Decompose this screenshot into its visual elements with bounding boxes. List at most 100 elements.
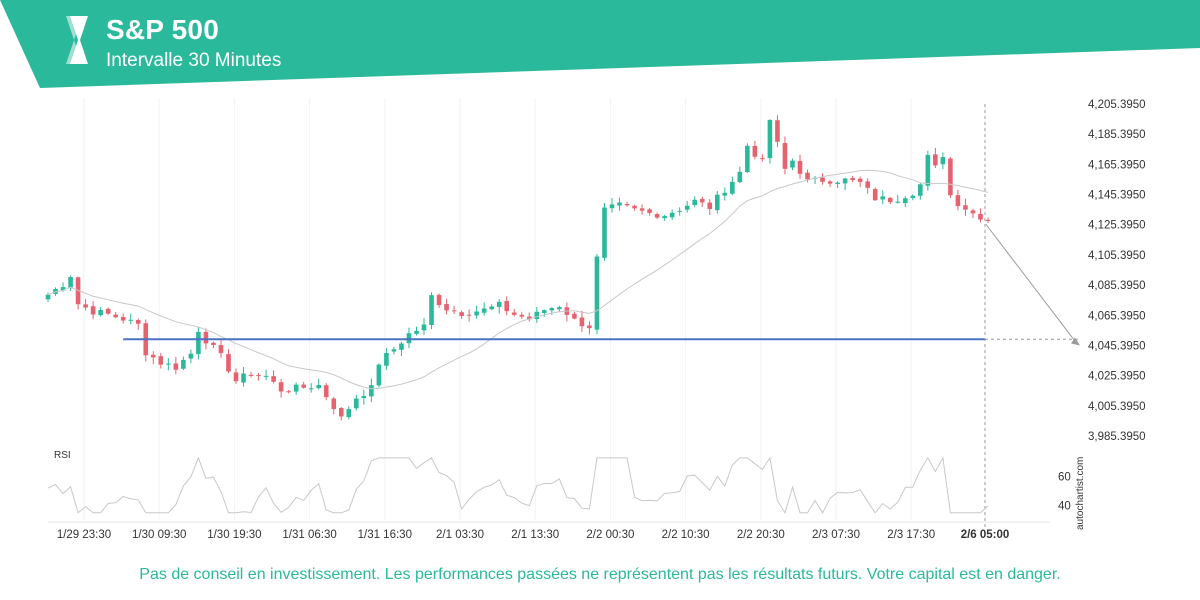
candle [444, 298, 449, 315]
rsi-tick-label: 60 [1058, 472, 1071, 484]
candle [278, 378, 284, 398]
candle-body [970, 210, 976, 214]
candle [639, 204, 645, 215]
candle-body [684, 205, 690, 210]
candle-body [196, 331, 201, 355]
page-title: S&P 500 [106, 14, 219, 45]
candle-body [910, 195, 916, 198]
candle [354, 394, 359, 411]
candle-body [557, 307, 562, 310]
candle-body [699, 198, 705, 203]
y-tick-label: 4,065.3950 [1088, 310, 1146, 322]
candle-body [421, 324, 427, 331]
candle [248, 371, 254, 378]
candle-body [835, 182, 840, 185]
candle [98, 307, 103, 317]
candle-body [489, 306, 494, 310]
y-tick-label: 4,025.3950 [1088, 371, 1146, 383]
candle [827, 180, 833, 188]
candle [677, 207, 682, 216]
candle-body [361, 396, 367, 399]
header-banner: S&P 500 Intervalle 30 Minutes [0, 0, 1200, 90]
candle-body [444, 304, 449, 311]
candle-body [797, 161, 803, 174]
candle [564, 302, 570, 322]
candlestick-series [45, 115, 991, 421]
candle [466, 309, 472, 322]
candle [872, 187, 878, 202]
candle-body [887, 197, 893, 203]
candle-body [918, 184, 923, 196]
candle [188, 349, 194, 364]
candle-body [414, 330, 419, 334]
candle-body [166, 363, 171, 365]
candle [166, 358, 171, 371]
candle [429, 292, 434, 330]
candle [918, 182, 923, 200]
candle-body [594, 256, 600, 330]
candle-body [955, 195, 961, 207]
candle-body [391, 349, 397, 352]
candle-body [331, 398, 337, 410]
candle-body [158, 356, 164, 365]
chart-grid [83, 98, 912, 520]
candle [90, 301, 96, 320]
forecast-projection [984, 104, 1080, 528]
candle [542, 309, 547, 317]
candle [775, 115, 780, 148]
candle-body [632, 205, 637, 209]
candle [842, 177, 848, 191]
candle-body [263, 375, 269, 377]
candle [572, 311, 577, 320]
y-tick-label: 4,085.3950 [1088, 280, 1146, 292]
candle-body [354, 398, 359, 409]
candle [812, 176, 818, 185]
y-tick-label: 3,985.3950 [1088, 431, 1146, 443]
candle [925, 150, 931, 191]
candle-body [940, 157, 946, 165]
candle [143, 319, 149, 362]
candle [722, 187, 728, 201]
candle-body [459, 312, 464, 316]
candle [647, 208, 652, 216]
candle-body [609, 204, 615, 209]
candle-body [902, 198, 908, 204]
candle [557, 305, 562, 312]
candle [496, 299, 502, 314]
candle [895, 194, 901, 204]
candle [602, 202, 607, 261]
candle-body [45, 294, 51, 300]
candle [820, 173, 825, 185]
candle [752, 140, 758, 160]
candle [782, 136, 788, 175]
candle-body [737, 171, 743, 183]
candle-body [293, 384, 299, 392]
candle [361, 389, 367, 405]
candle-body [511, 312, 517, 315]
candle-body [895, 201, 901, 203]
moving-average-path [47, 169, 989, 390]
candle-body [286, 391, 291, 393]
candle-body [173, 363, 179, 370]
rsi-panel: RSI 60 40 [47, 450, 1071, 515]
candle-body [203, 331, 209, 344]
candle [128, 313, 134, 325]
candle [865, 178, 870, 194]
candle [406, 327, 412, 349]
candle-body [542, 310, 547, 314]
candle [609, 197, 615, 213]
candle-body [752, 145, 758, 157]
candle [271, 370, 276, 384]
candle [707, 199, 713, 215]
candle-body [760, 158, 765, 160]
candle [436, 293, 442, 309]
candle [624, 201, 630, 207]
candle-body [669, 212, 675, 218]
candle-body [805, 172, 810, 180]
candle [692, 196, 698, 208]
x-tick-label-current: 2/6 05:00 [961, 529, 1010, 541]
y-tick-label: 4,125.3950 [1088, 220, 1146, 232]
candle-body [474, 311, 479, 316]
candle-body [662, 216, 667, 219]
x-axis: 1/29 23:30 1/30 09:30 1/30 19:30 1/31 06:30… [48, 521, 1050, 541]
